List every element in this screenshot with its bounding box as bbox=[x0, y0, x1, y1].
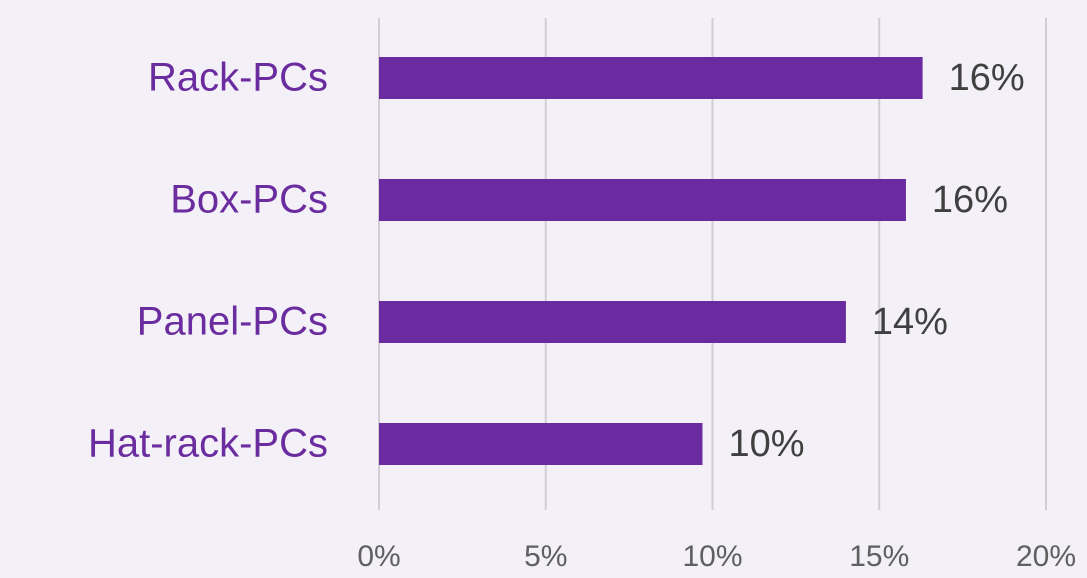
x-tick-label: 5% bbox=[524, 540, 567, 573]
x-tick-label: 0% bbox=[357, 540, 400, 573]
x-tick-label: 15% bbox=[849, 540, 909, 573]
value-label: 16% bbox=[932, 179, 1008, 221]
bar bbox=[379, 301, 846, 343]
value-label: 10% bbox=[728, 423, 804, 465]
value-label: 16% bbox=[949, 57, 1025, 99]
bar bbox=[379, 423, 703, 465]
x-tick-label: 10% bbox=[682, 540, 742, 573]
bar bbox=[379, 179, 906, 221]
bar bbox=[379, 57, 923, 99]
y-tick-label: Rack-PCs bbox=[148, 56, 328, 100]
x-tick-label: 20% bbox=[1016, 540, 1076, 573]
y-tick-label: Box-PCs bbox=[170, 178, 328, 222]
y-tick-label: Hat-rack-PCs bbox=[88, 422, 328, 466]
y-tick-label: Panel-PCs bbox=[137, 300, 328, 344]
value-label: 14% bbox=[872, 301, 948, 343]
